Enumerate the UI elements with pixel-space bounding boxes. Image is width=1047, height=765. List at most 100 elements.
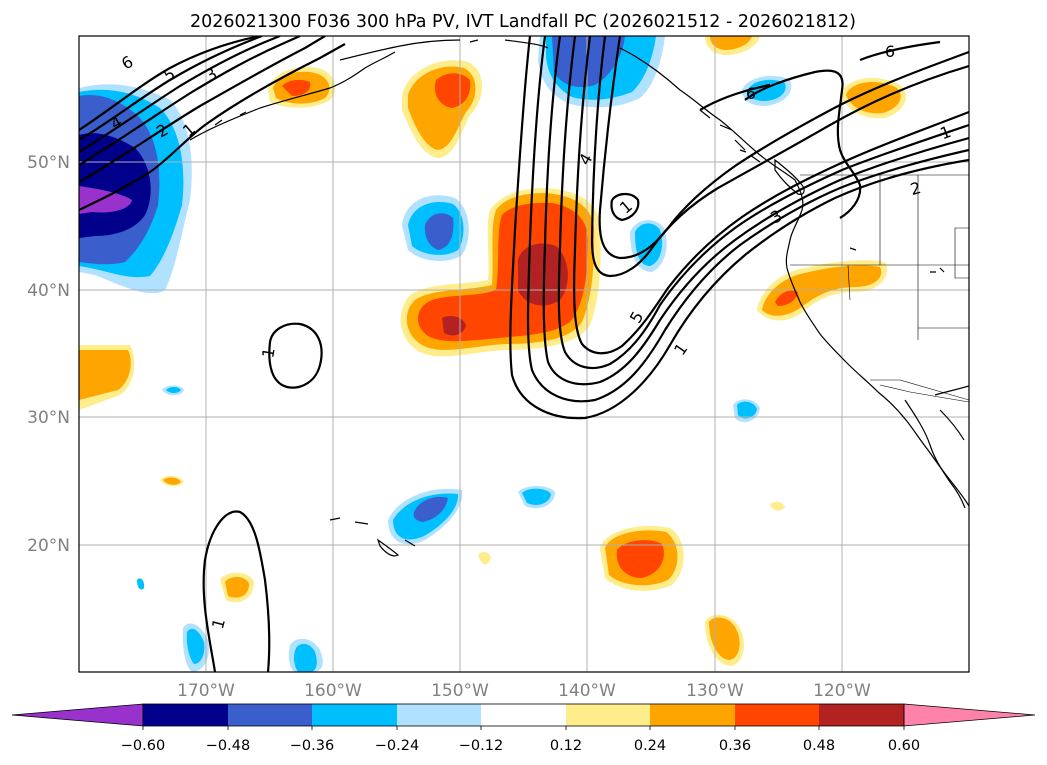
contour-south-1 — [202, 510, 271, 672]
anomaly-blob-west-positive-b — [79, 350, 131, 400]
contour-label: 1 — [258, 346, 278, 359]
contours — [79, 36, 969, 672]
colorbar-frame — [142, 703, 905, 727]
coastline-gulf-california — [934, 385, 969, 441]
coastline-vancouver-island — [774, 158, 805, 195]
contour-west-6 — [79, 36, 261, 131]
colorbar-segment — [143, 704, 228, 726]
contour-label: 6 — [746, 84, 756, 103]
anomaly-blob-small-2b — [163, 477, 181, 485]
anomaly-blob-west-negative-5 — [79, 186, 132, 214]
anomaly-blob-small-5 — [478, 552, 491, 565]
anomaly-blob-small-7b — [225, 576, 249, 598]
map-frame — [78, 35, 970, 673]
contour-trough-2 — [526, 36, 969, 403]
anomaly-blob-small-11 — [137, 578, 145, 590]
colorbar-ticks — [142, 726, 905, 730]
contour-west-5 — [79, 36, 263, 141]
latitude-labels: 50°N 40°N 30°N 20°N — [27, 153, 70, 556]
colorbar-segment — [735, 704, 819, 726]
contour-loop-2 — [268, 322, 323, 389]
border-us-states — [790, 175, 969, 401]
coastline-hawaii — [329, 517, 416, 557]
lon-label-120w: 120°W — [813, 681, 871, 701]
colorbar-tick-label: 0.36 — [719, 738, 751, 754]
anomaly-blob-small-8b — [709, 617, 740, 660]
colorbar-tick-label: 0.48 — [803, 738, 835, 754]
contour-trough-3 — [542, 36, 969, 386]
contour-label: 6 — [885, 42, 895, 61]
colorbar-segment — [650, 704, 735, 726]
contour-coast-6b — [699, 40, 941, 111]
colorbar-tick-label: −0.12 — [459, 738, 503, 754]
lat-label-20n: 20°N — [27, 536, 70, 556]
lat-label-40n: 40°N — [27, 281, 70, 301]
contour-west-3 — [79, 36, 301, 166]
anomaly-blob-california-positive-c — [775, 290, 798, 306]
colorbar-tick-label: 0.24 — [634, 738, 666, 754]
contour-label: 2 — [908, 178, 923, 199]
colorbar-tick-label: −0.24 — [375, 738, 419, 754]
contour-trough-4 — [557, 36, 969, 370]
map-background — [79, 36, 969, 672]
anomaly-blob-top-orange-2c — [434, 73, 471, 108]
colorbar-tick-label: 0.12 — [550, 738, 582, 754]
lon-label-170w: 170°W — [177, 681, 235, 701]
anomaly-blob-small-3b — [737, 401, 757, 419]
anomaly-blob-small-10b — [293, 643, 317, 672]
contour-trough-7 — [598, 36, 969, 260]
colorbar-segment — [228, 704, 312, 726]
coastline-baja — [904, 399, 966, 509]
colorbar-segment — [397, 704, 481, 726]
contour-coast-6 — [744, 69, 862, 219]
colorbar-segment — [312, 704, 397, 726]
lon-label-160w: 160°W — [304, 681, 362, 701]
contour-label: 1 — [208, 616, 229, 631]
anomaly-blob-top-orange-1c — [282, 79, 311, 96]
chart-title: 2026021300 F036 300 hPa PV, IVT Landfall… — [190, 12, 856, 32]
contour-trough-5 — [573, 36, 969, 355]
longitude-labels: 170°W 160°W 150°W 140°W 130°W 120°W — [177, 681, 871, 701]
colorbar-segment — [566, 704, 650, 726]
anomaly-blob-small-4b — [522, 488, 551, 505]
colorbar-tick-label: −0.48 — [206, 738, 250, 754]
contour-west-4 — [79, 36, 281, 153]
anomaly-blob-california-positive-b — [762, 265, 882, 316]
colorbar-segment — [819, 704, 904, 726]
contour-loop-1 — [610, 192, 640, 222]
anomaly-blob-small-6 — [770, 501, 785, 511]
anomaly-blob-small-1b — [166, 387, 181, 393]
anomaly-blob-east-negative-2 — [635, 223, 663, 266]
lon-label-150w: 150°W — [431, 681, 489, 701]
coastlines — [189, 39, 969, 557]
contour-trough-1 — [509, 36, 969, 420]
anomaly-blob-hawaii-negative-3 — [413, 496, 448, 522]
colorbar-tick-label: −0.36 — [290, 738, 334, 754]
coastline-se-alaska-bc — [619, 47, 969, 507]
lon-label-130w: 130°W — [686, 681, 744, 701]
anomaly-blob-central-negative-3 — [424, 213, 454, 250]
colorbar: −0.60 −0.48 −0.36 −0.24 −0.12 0.12 0.24 … — [11, 703, 1036, 754]
colorbar-segment-min-arrow — [11, 703, 144, 727]
contour-west-1 — [79, 43, 346, 211]
contour-west-2 — [79, 36, 326, 183]
colorbar-tick-label: −0.60 — [121, 738, 165, 754]
colorbar-segment — [481, 704, 566, 726]
lon-label-140w: 140°W — [558, 681, 616, 701]
coastline-islands-1 — [699, 109, 761, 163]
anomaly-blob-top-orange-3b — [710, 36, 752, 50]
coastline-small-islands — [739, 149, 945, 273]
anomaly-blob-coast-negative-2 — [748, 79, 786, 101]
anomaly-blob-south-positive-c — [616, 540, 664, 578]
colorbar-segment-max-arrow — [903, 703, 1036, 727]
map-content: 6 5 4 3 2 1 4 5 1 3 2 1 6 6 1 1 1 — [79, 36, 969, 672]
anomaly-blob-bc-orange-b — [846, 81, 901, 114]
gridlines — [79, 36, 969, 672]
lat-label-50n: 50°N — [27, 153, 70, 173]
border-us-mexico — [879, 384, 969, 403]
lat-label-30n: 30°N — [27, 408, 70, 428]
anomaly-blob-small-9b — [186, 628, 205, 664]
coastline-alaska-peninsula — [189, 51, 396, 141]
colorbar-tick-label: 0.60 — [888, 738, 920, 754]
